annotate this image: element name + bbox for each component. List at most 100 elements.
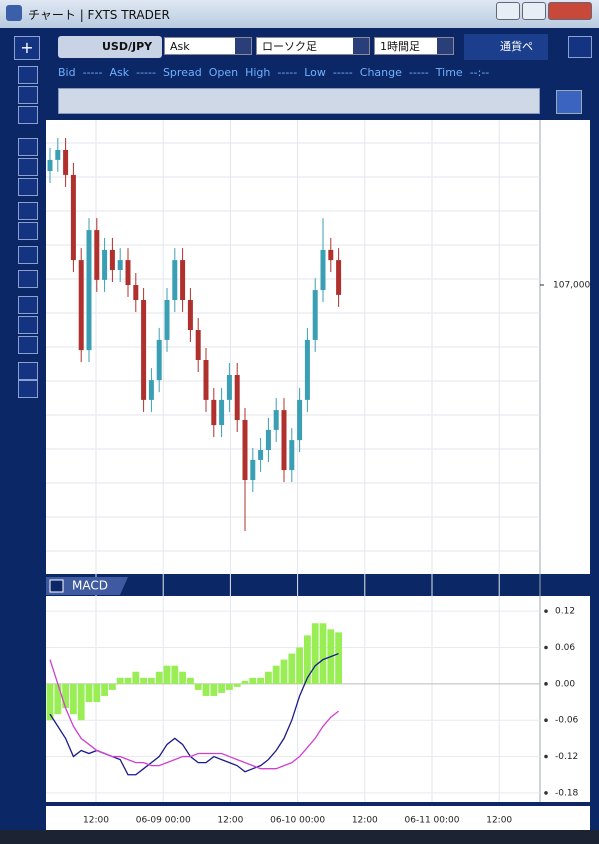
quote-label: Time: [435, 66, 463, 79]
candle-body: [203, 360, 209, 400]
tool-button[interactable]: [18, 246, 38, 264]
tool-button[interactable]: [18, 222, 38, 240]
y-tick-label: 107,000: [553, 281, 590, 291]
candle-body: [289, 440, 295, 471]
macd-tab: [46, 577, 128, 595]
macd-bar: [226, 683, 233, 690]
quote-label: Low: [304, 66, 326, 79]
candle-body: [187, 300, 193, 330]
macd-bar: [101, 683, 108, 696]
candle-body: [156, 339, 162, 381]
macd-bar: [124, 677, 132, 684]
macd-bar: [93, 683, 101, 703]
candle-body: [172, 260, 178, 300]
candle-body: [78, 260, 84, 351]
overview-strip: [58, 88, 540, 114]
add-button[interactable]: +: [14, 36, 40, 60]
macd-tick-label: -0.12: [555, 752, 578, 762]
x-tick-label: 12:00: [352, 816, 378, 826]
minimize-button[interactable]: [496, 2, 520, 20]
tool-button[interactable]: [18, 106, 38, 124]
candle-body: [141, 300, 147, 400]
chart-type: ローソク足: [262, 40, 317, 53]
x-tick-label: 12:00: [217, 816, 243, 826]
drawing-tools: [14, 66, 42, 406]
candle-body: [258, 450, 264, 460]
macd-bar: [109, 683, 116, 690]
close-button[interactable]: [548, 2, 592, 20]
tool-button[interactable]: [18, 316, 38, 334]
macd-bar: [70, 683, 77, 715]
x-tick-label: 06-09 00:00: [136, 816, 191, 826]
tool-button[interactable]: [18, 178, 38, 196]
tool-button[interactable]: [18, 380, 38, 398]
tool-button[interactable]: [18, 362, 38, 380]
macd-bar: [62, 683, 69, 709]
macd-bar: [116, 677, 124, 684]
candle-body: [250, 459, 256, 480]
macd-tick-label: 0.12: [555, 607, 575, 617]
maximize-button[interactable]: [522, 2, 546, 20]
chart-type-select[interactable]: ローソク足: [256, 37, 370, 55]
macd-bar: [319, 623, 327, 684]
title-bar: チャート | FXTS TRADER: [0, 0, 599, 28]
quote-label: Bid: [58, 66, 76, 79]
candle-body: [47, 159, 53, 171]
macd-bar: [272, 665, 280, 684]
candle-body: [148, 380, 154, 400]
tool-button[interactable]: [18, 202, 38, 220]
macd-bar: [233, 683, 241, 687]
macd-bar: [311, 623, 319, 684]
tool-button[interactable]: [18, 158, 38, 176]
quote-value: -----: [277, 66, 298, 79]
quote-label: Open: [208, 66, 239, 79]
zoom-button[interactable]: [556, 90, 582, 114]
candle-body: [195, 330, 201, 360]
symbol-button[interactable]: USD/JPY: [58, 36, 162, 58]
quote-label: Spread: [162, 66, 202, 79]
candle-body: [328, 249, 334, 261]
tool-button[interactable]: [18, 336, 38, 354]
macd-title: MACD: [72, 579, 108, 593]
macd-bar: [85, 683, 93, 703]
candle-body: [281, 410, 287, 471]
candle-body: [297, 399, 303, 441]
macd-bar: [171, 665, 179, 684]
macd-close: [49, 579, 64, 593]
x-tick-label: 06-10 00:00: [270, 816, 325, 826]
price-axis-panel: [540, 120, 590, 575]
macd-bar: [140, 677, 147, 684]
candle-body: [312, 290, 318, 340]
macd-bar: [280, 659, 288, 684]
macd-bar: [210, 683, 218, 696]
window-title: チャート | FXTS TRADER: [28, 8, 170, 22]
macd-bar: [202, 683, 210, 696]
macd-bar: [46, 683, 54, 721]
price-side-select[interactable]: Ask: [164, 37, 252, 55]
tool-button[interactable]: [18, 138, 38, 156]
timeframe-select[interactable]: 1時間足: [374, 37, 454, 55]
macd-bar: [296, 647, 303, 684]
pair-button[interactable]: 通貨ペ: [464, 34, 548, 60]
macd-bar: [218, 683, 225, 693]
candle-body: [219, 399, 225, 426]
tool-button[interactable]: [18, 66, 38, 84]
candle-body: [226, 375, 232, 400]
app-icon: [6, 5, 22, 21]
macd-bar: [54, 683, 62, 715]
tool-button[interactable]: [18, 296, 38, 314]
x-tick-label: 12:00: [486, 816, 512, 826]
macd-bar: [194, 683, 202, 690]
macd-tick: [544, 682, 548, 686]
candle-body: [164, 300, 170, 340]
x-tick-label: 06-11 00:00: [405, 816, 460, 826]
quote-label: Ask: [109, 66, 130, 79]
candle-body: [265, 429, 271, 450]
popout-button[interactable]: [568, 36, 592, 58]
tool-button[interactable]: [18, 270, 38, 288]
candle-body: [94, 230, 100, 280]
tool-button[interactable]: [18, 86, 38, 104]
symbol: USD/JPY: [102, 40, 153, 53]
candle-body: [336, 260, 342, 295]
